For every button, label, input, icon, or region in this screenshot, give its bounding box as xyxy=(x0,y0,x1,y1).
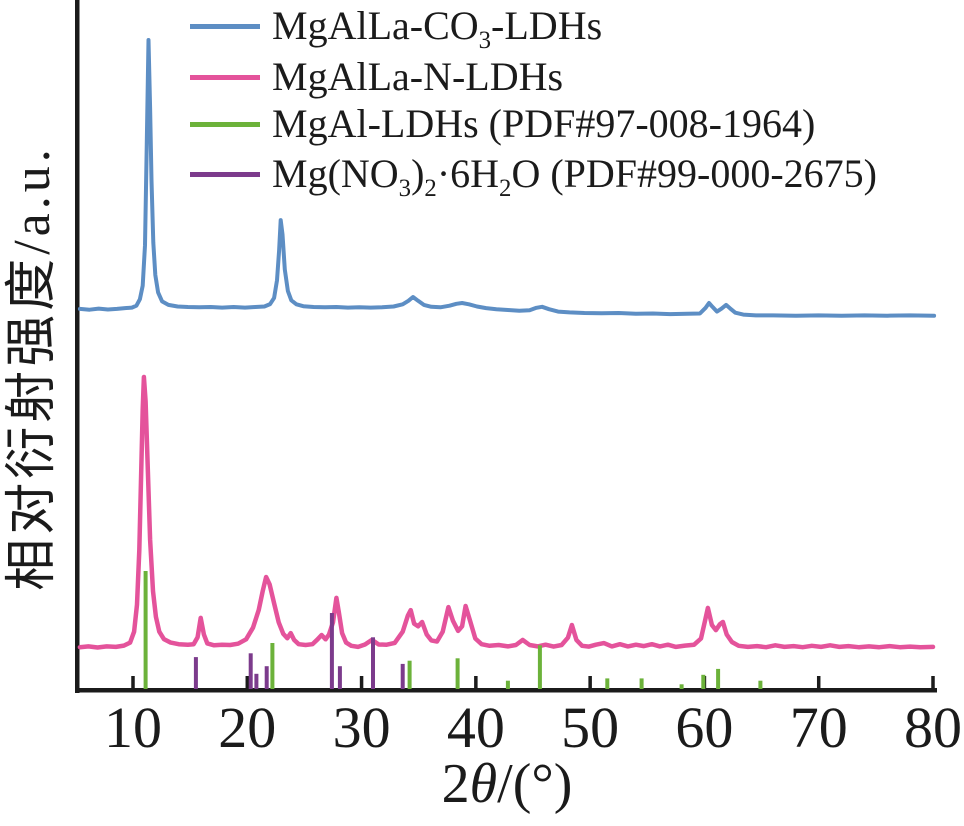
legend-line-swatch xyxy=(190,74,260,80)
legend-line-swatch xyxy=(190,171,260,177)
reference-stick-purple xyxy=(400,663,405,689)
reference-stick-green xyxy=(701,674,706,689)
x-tick xyxy=(359,676,364,689)
x-tick xyxy=(131,676,135,689)
x-tick-label: 20 xyxy=(218,695,276,760)
reference-stick-purple xyxy=(337,666,342,689)
reference-stick-green xyxy=(455,658,460,689)
reference-stick-purple xyxy=(193,657,198,689)
reference-stick-green xyxy=(537,645,542,689)
reference-stick-purple xyxy=(329,613,334,689)
reference-stick-green xyxy=(407,660,412,689)
reference-stick-purple xyxy=(254,673,259,689)
x-axis-line xyxy=(75,688,937,693)
reference-stick-green xyxy=(716,668,721,689)
x-tick xyxy=(245,676,250,689)
legend-label: Mg(NO3)2·6H2O (PDF#99-000-2675) xyxy=(272,151,877,202)
x-tick-label: 10 xyxy=(104,695,162,760)
legend-label: MgAlLa-CO3-LDHs xyxy=(272,3,603,54)
curve-pink xyxy=(77,374,936,650)
x-tick xyxy=(474,676,478,689)
legend-item: MgAlLa-CO3-LDHs xyxy=(190,3,877,54)
x-tick-label: 30 xyxy=(333,695,391,760)
x-tick-label: 40 xyxy=(447,695,505,760)
legend-line-swatch xyxy=(190,23,260,29)
curve-blue xyxy=(77,38,937,318)
reference-stick-purple xyxy=(248,653,253,689)
legend-item: MgAlLa-N-LDHs xyxy=(190,57,877,97)
reference-stick-green xyxy=(505,680,510,689)
legend: MgAlLa-CO3-LDHs MgAlLa-N-LDHs MgAl-LDHs (P… xyxy=(190,3,877,202)
x-tick-label: 50 xyxy=(561,695,619,760)
reference-stick-purple xyxy=(264,666,269,689)
x-tick xyxy=(588,676,592,689)
x-tick-label: 60 xyxy=(675,695,733,760)
x-axis-label: 2θ/(°) xyxy=(441,753,573,815)
legend-line-swatch xyxy=(190,121,260,127)
x-tick-label: 70 xyxy=(790,695,848,760)
reference-stick-purple xyxy=(371,637,375,689)
reference-stick-green xyxy=(758,680,763,689)
legend-label: MgAlLa-N-LDHs xyxy=(272,54,564,99)
y-axis-line xyxy=(75,0,80,693)
reference-stick-green xyxy=(639,678,644,689)
reference-stick-green xyxy=(605,678,610,689)
x-tick xyxy=(816,676,821,689)
legend-item: MgAl-LDHs (PDF#97-008-1964) xyxy=(190,104,877,144)
reference-stick-green xyxy=(143,571,148,689)
x-tick xyxy=(931,676,935,689)
reference-stick-green xyxy=(679,684,684,689)
reference-stick-green xyxy=(270,643,275,689)
legend-item: Mg(NO3)2·6H2O (PDF#99-000-2675) xyxy=(190,151,877,202)
x-tick-label: 80 xyxy=(904,695,962,760)
legend-label: MgAl-LDHs (PDF#97-008-1964) xyxy=(272,101,816,146)
y-axis-label: 相对衍射强度/a.u. xyxy=(4,145,61,591)
